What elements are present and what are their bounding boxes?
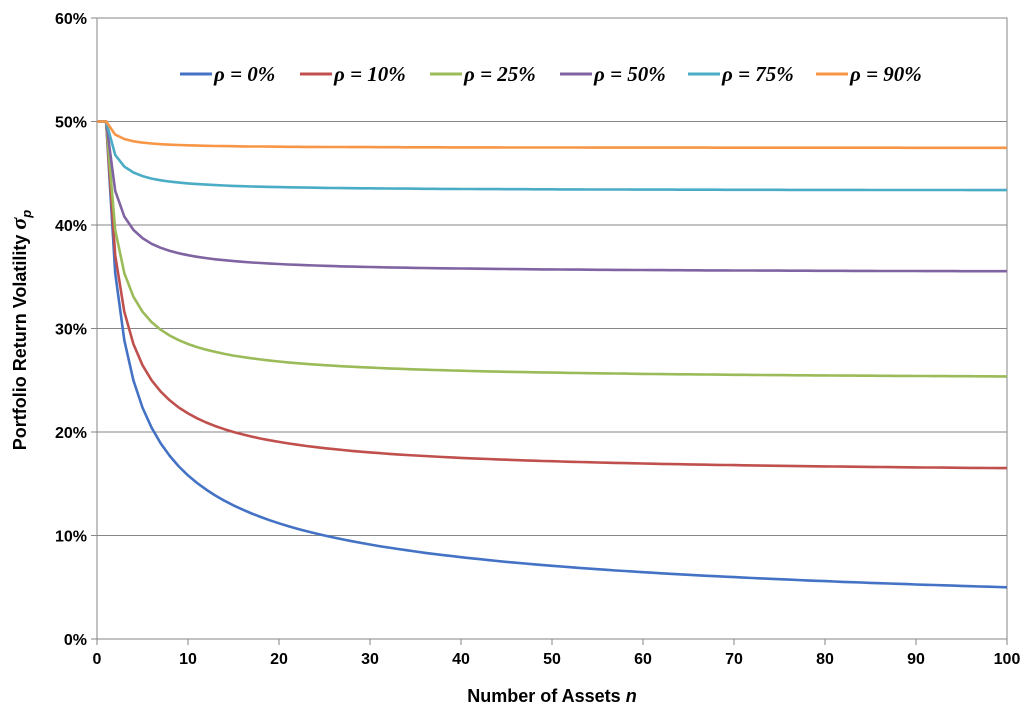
series-lines [97,122,1007,588]
series-line-4 [97,122,1007,191]
x-tick-label: 30 [361,651,379,668]
x-axis-title-text: Number of Assets [467,686,620,706]
x-tick-label: 10 [179,651,197,668]
y-axis-title-text: Portfolio Return Volatility [10,235,30,451]
y-tick-label: 20% [55,425,87,442]
x-tick-label: 80 [816,651,834,668]
legend-label-4: ρ = 75% [721,62,794,86]
legend-label-3: ρ = 50% [593,62,666,86]
legend-label-1: ρ = 10% [333,62,406,86]
legend: ρ = 0% ρ = 10% ρ = 25% ρ = 50% ρ = 75% ρ = 90… [180,62,922,86]
series-line-2 [97,122,1007,377]
legend-label-2: ρ = 25% [463,62,536,86]
series-line-1 [97,122,1007,469]
y-tick-label: 0% [64,632,87,649]
gridlines [97,18,1007,536]
series-line-5 [97,122,1007,148]
x-tick-label: 20 [270,651,288,668]
y-axis-title-sub: p [19,210,34,219]
legend-label-5: ρ = 90% [849,62,922,86]
y-tick-label: 30% [55,322,87,339]
legend-label-0: ρ = 0% [213,62,275,86]
y-tick-label: 40% [55,218,87,235]
x-tick-label: 50 [543,651,561,668]
x-tick-label: 90 [907,651,925,668]
x-tick-label: 100 [994,651,1021,668]
x-axis-title: Number of Assets n [467,686,636,706]
y-axis-ticks: 0% 10% 20% 30% 40% 50% 60% [55,11,97,649]
y-tick-label: 50% [55,115,87,132]
x-tick-label: 40 [452,651,470,668]
x-axis-title-var: n [626,686,637,706]
y-tick-label: 10% [55,529,87,546]
x-tick-label: 70 [725,651,743,668]
x-tick-label: 60 [634,651,652,668]
x-axis-ticks: 0 10 20 30 40 50 60 70 80 90 100 [93,639,1021,668]
x-tick-label: 0 [93,651,102,668]
y-tick-label: 60% [55,11,87,28]
series-line-3 [97,122,1007,272]
y-axis-title: Portfolio Return Volatility σp [6,210,34,451]
